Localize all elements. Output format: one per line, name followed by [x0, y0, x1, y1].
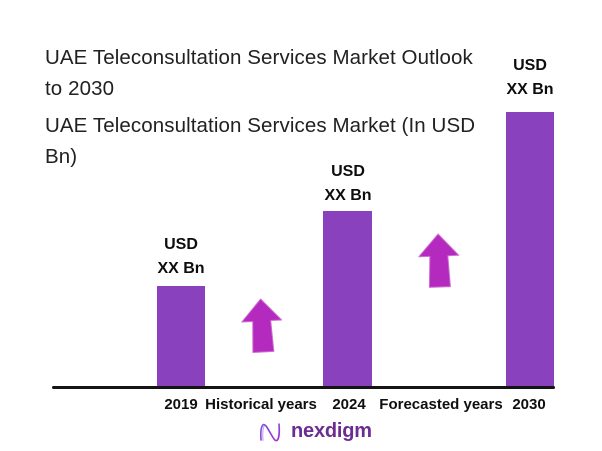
x-axis-line: [52, 386, 555, 389]
x-axis-annotation-forecasted-years: Forecasted years: [379, 396, 503, 413]
chart-subtitle-line2: Bn): [45, 145, 78, 168]
bar-value-2019-line1: USD: [164, 236, 198, 253]
nexdigm-wordmark: nexdigm: [291, 420, 372, 442]
growth-arrow-icon-historical: [241, 298, 283, 354]
bar-value-2030-line1: USD: [513, 57, 547, 74]
growth-arrow-icon-forecasted: [418, 233, 460, 288]
bar-value-2024-line2: XX Bn: [324, 187, 372, 204]
x-axis-label-2019: 2019: [164, 396, 198, 413]
chart-header: UAE Teleconsultation Services Market Out…: [45, 42, 475, 172]
x-axis-annotation-historical-years: Historical years: [205, 396, 317, 413]
chart-title-line2: to 2030: [45, 77, 115, 100]
bar-value-2019-line2: XX Bn: [157, 260, 205, 277]
nexdigm-logo-icon: [260, 423, 281, 442]
bar-value-label-2019: USD XX Bn: [157, 233, 204, 281]
chart-title: UAE Teleconsultation Services Market Out…: [45, 42, 475, 104]
bar-value-2030-line2: XX Bn: [506, 81, 554, 98]
chart-title-line1: UAE Teleconsultation Services Market Out…: [45, 46, 473, 69]
bar-2019: [157, 286, 205, 388]
bar-value-label-2024: USD XX Bn: [324, 160, 371, 208]
bar-2024: [323, 211, 372, 388]
bar-value-2024-line1: USD: [331, 163, 365, 180]
nexdigm-logo: nexdigm: [256, 417, 372, 445]
growth-arrow-shape: [241, 298, 283, 354]
growth-arrow-shape: [418, 233, 460, 288]
x-axis-label-2030: 2030: [512, 396, 546, 413]
x-axis-label-2024: 2024: [332, 396, 366, 413]
chart-subtitle-line1: UAE Teleconsultation Services Market (In…: [45, 114, 476, 137]
bar-2030: [506, 112, 554, 388]
chart-subtitle: UAE Teleconsultation Services Market (In…: [45, 110, 475, 172]
bar-value-label-2030: USD XX Bn: [506, 54, 553, 102]
